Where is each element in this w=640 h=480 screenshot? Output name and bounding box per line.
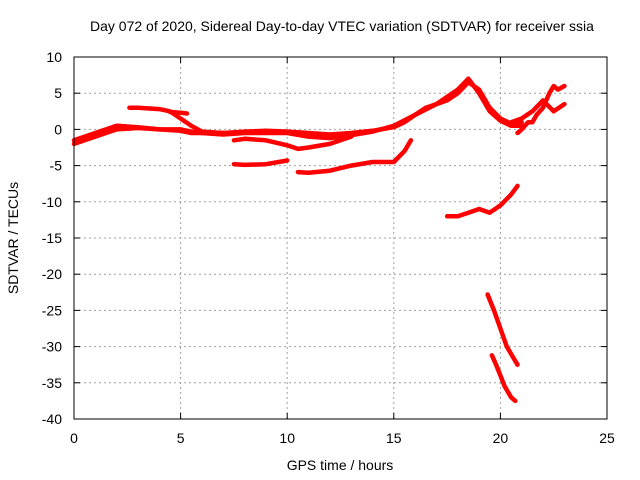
y-tick-label: -5: [50, 158, 63, 174]
series-track-9: [508, 98, 567, 125]
axis-ticks: 0 5 10 15 20 25 10 5 0 -5 -10 -15 -20 -25 -30 -35 -40: [42, 49, 615, 446]
y-tick-label: -25: [42, 302, 62, 318]
y-tick-label: -40: [42, 411, 62, 427]
x-tick-label: 10: [279, 430, 295, 446]
y-tick-label: -30: [42, 339, 62, 355]
series-track-3: [127, 105, 226, 136]
series-track-4: [167, 109, 190, 116]
series-track-11: [485, 292, 520, 367]
x-tick-label: 0: [70, 430, 78, 446]
y-tick-label: 5: [54, 85, 62, 101]
y-tick-label: -20: [42, 266, 62, 282]
series-track-12: [489, 353, 518, 404]
x-tick-label: 15: [386, 430, 402, 446]
chart-title: Day 072 of 2020, Sidereal Day-to-day VTE…: [90, 18, 594, 34]
x-tick-label: 5: [177, 430, 185, 446]
series-group: [71, 76, 567, 404]
series-track-2: [71, 76, 524, 147]
series-track-5: [231, 134, 354, 152]
y-tick-label: 10: [46, 49, 62, 65]
y-tick-label: -15: [42, 230, 62, 246]
grid-lines: [74, 57, 607, 419]
series-track-10: [444, 183, 520, 219]
y-axis-label: SDTVAR / TECUs: [5, 182, 21, 294]
x-tick-label: 25: [599, 430, 615, 446]
series-track-7: [295, 138, 414, 176]
series-track-8: [515, 83, 567, 136]
y-tick-label: -35: [42, 375, 62, 391]
y-tick-label: -10: [42, 194, 62, 210]
x-tick-label: 20: [493, 430, 509, 446]
y-tick-label: 0: [54, 121, 62, 137]
x-axis-label: GPS time / hours: [287, 457, 394, 473]
series-track-6: [231, 158, 290, 168]
